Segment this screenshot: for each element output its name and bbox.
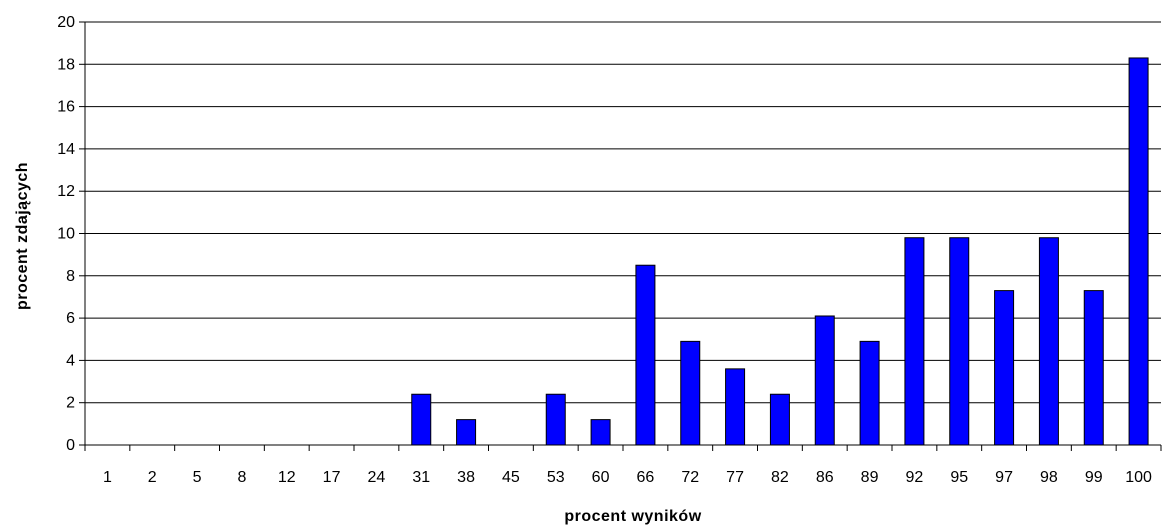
x-tick-label: 92	[906, 469, 924, 486]
x-tick-label: 31	[412, 469, 430, 486]
bar	[725, 368, 746, 446]
y-tick-label: 14	[57, 141, 75, 158]
y-tick-label: 12	[57, 183, 75, 200]
x-tick-label: 89	[861, 469, 879, 486]
y-tick-label: 8	[66, 268, 75, 285]
bar	[545, 393, 566, 446]
bar	[949, 237, 970, 446]
x-tick-label: 100	[1125, 469, 1152, 486]
bar	[590, 419, 611, 446]
x-tick-label: 45	[502, 469, 520, 486]
y-axis-title: procent zdających	[14, 162, 31, 310]
y-tick-label: 16	[57, 99, 75, 116]
x-tick-label: 60	[592, 469, 610, 486]
x-tick-label: 38	[457, 469, 475, 486]
x-tick-label: 53	[547, 469, 565, 486]
bar	[994, 290, 1015, 446]
y-tick-label: 18	[57, 56, 75, 73]
y-tick-label: 20	[57, 14, 75, 31]
x-tick-label: 98	[1040, 469, 1058, 486]
x-tick-label: 72	[681, 469, 699, 486]
bar	[1038, 237, 1059, 446]
bar	[814, 315, 835, 446]
y-tick-label: 2	[66, 395, 75, 412]
x-tick-label: 24	[368, 469, 386, 486]
x-tick-label: 1	[103, 469, 112, 486]
bar	[456, 419, 477, 446]
y-tick-label: 0	[66, 437, 75, 454]
x-tick-labels: 1 2 5 8 12 17 24 31 38 45 53 60 66 72 77 82 86 89 92 95 97 98…	[103, 469, 1152, 486]
y-tick-label: 6	[66, 310, 75, 327]
bar	[859, 340, 880, 446]
bar	[904, 237, 925, 446]
x-tick-label: 8	[237, 469, 246, 486]
bar	[1083, 290, 1104, 446]
gridlines	[85, 21, 1161, 404]
y-tick-label: 10	[57, 226, 75, 243]
x-tick-label: 66	[637, 469, 655, 486]
x-tick-label: 95	[950, 469, 968, 486]
y-tick-labels: 0 2 4 6 8 10 12 14 16 18 20	[57, 14, 75, 454]
bar	[769, 393, 790, 446]
bars	[411, 57, 1149, 446]
x-tick-label: 99	[1085, 469, 1103, 486]
bar	[680, 340, 701, 446]
bar	[1128, 57, 1149, 446]
x-tick-label: 12	[278, 469, 296, 486]
y-tick-label: 4	[66, 352, 75, 369]
x-tick-label: 82	[771, 469, 789, 486]
axes	[79, 21, 1162, 451]
x-axis-title: procent wyników	[564, 508, 701, 525]
x-tick-label: 5	[193, 469, 202, 486]
bar	[635, 264, 656, 446]
x-tick-label: 77	[726, 469, 744, 486]
bar	[411, 393, 432, 446]
x-tick-label: 17	[323, 469, 341, 486]
x-tick-label: 97	[995, 469, 1013, 486]
x-tick-label: 2	[148, 469, 157, 486]
x-tick-label: 86	[816, 469, 834, 486]
